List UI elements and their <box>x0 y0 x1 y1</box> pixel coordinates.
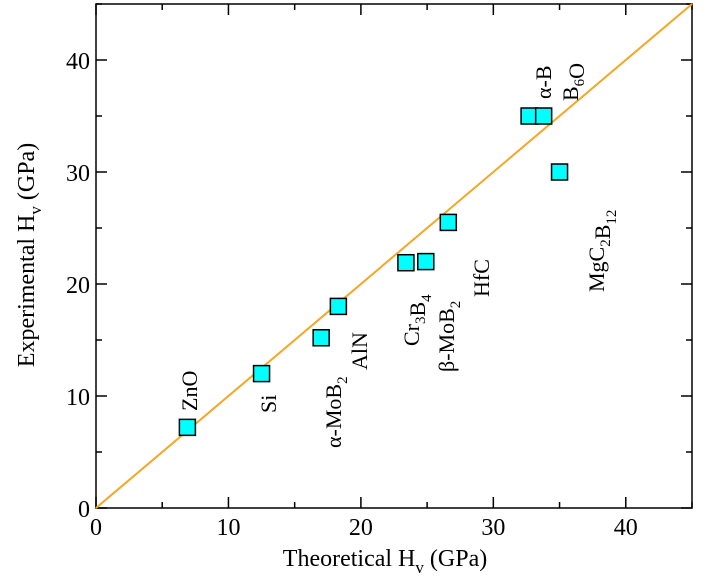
data-point <box>329 297 348 316</box>
point-label: β-MoB2 <box>434 301 464 372</box>
data-point <box>520 107 538 125</box>
data-point <box>439 213 458 232</box>
point-label: Cr3B4 <box>399 294 435 346</box>
point-label: α-B <box>531 65 556 99</box>
x-tick-label: 10 <box>216 515 240 541</box>
data-point <box>534 107 553 125</box>
y-tick-label: 20 <box>66 273 90 299</box>
x-tick-label: 20 <box>349 515 373 541</box>
x-tick-label: 30 <box>481 515 505 541</box>
y-axis-label: Experimental Hv (GPa) <box>14 143 45 367</box>
y-tick-label: 0 <box>78 497 90 523</box>
y-tick-label: 40 <box>66 49 90 75</box>
data-point <box>178 418 197 437</box>
y-tick-label: 10 <box>66 385 90 411</box>
data-point <box>397 253 415 272</box>
point-label: B6O <box>558 63 589 101</box>
data-point <box>252 364 271 383</box>
x-tick-label: 0 <box>90 515 102 541</box>
x-axis-label: Theoretical Hv (GPa) <box>283 546 487 577</box>
x-tick-label: 40 <box>614 515 638 541</box>
point-label: AlN <box>347 332 372 370</box>
point-label: MgC2B12 <box>584 210 620 292</box>
plot-frame <box>95 3 693 509</box>
point-label: ZnO <box>177 371 202 411</box>
data-point <box>312 329 330 347</box>
y-tick-label: 30 <box>66 161 90 187</box>
point-label: HfC <box>469 259 494 297</box>
data-point <box>417 252 435 271</box>
data-point <box>550 163 569 181</box>
point-label: α-MoB2 <box>321 376 351 448</box>
point-label: Si <box>256 395 281 413</box>
